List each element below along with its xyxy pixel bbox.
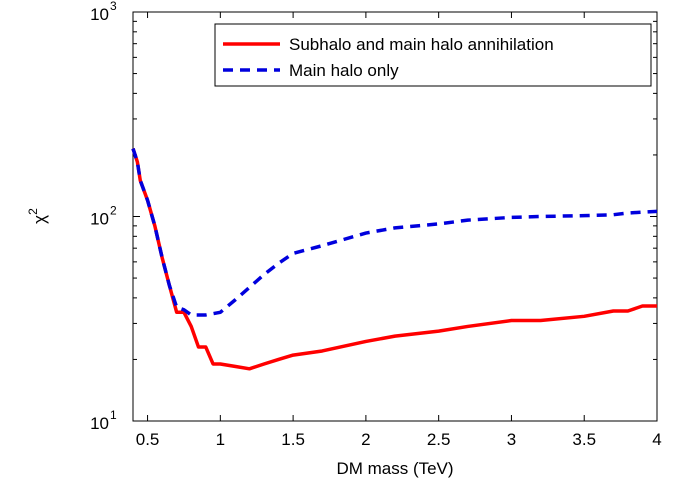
x-tick-label-6: 3.5: [572, 430, 596, 449]
y-tick-label-0: 10: [90, 414, 109, 433]
x-tick-label-7: 4: [652, 430, 661, 449]
x-tick-label-5: 3: [507, 430, 516, 449]
legend-label-subhalo: Subhalo and main halo annihilation: [289, 35, 554, 54]
legend-label-main-halo: Main halo only: [289, 61, 399, 80]
x-tick-label-1: 1: [216, 430, 225, 449]
y-tick-label-2: 10: [90, 5, 109, 24]
y-axis-label: χ2: [26, 208, 49, 224]
y-axis-label-base: χ: [30, 215, 49, 224]
svg-text:χ2: χ2: [26, 208, 49, 224]
x-tick-label-0: 0.5: [136, 430, 160, 449]
legend-box: [215, 24, 651, 86]
y-tick-exp-2: 3: [110, 0, 117, 13]
legend: Subhalo and main halo annihilation Main …: [215, 24, 651, 86]
x-tick-label-4: 2.5: [427, 430, 451, 449]
x-tick-label-2: 1.5: [281, 430, 305, 449]
y-tick-label-1: 10: [90, 210, 109, 229]
y-tick-exp-1: 2: [110, 204, 117, 218]
y-axis-label-exp: 2: [26, 208, 40, 215]
y-tick-exp-0: 1: [110, 408, 117, 422]
x-tick-label-3: 2: [361, 430, 370, 449]
x-axis-label: DM mass (TeV): [336, 459, 453, 478]
